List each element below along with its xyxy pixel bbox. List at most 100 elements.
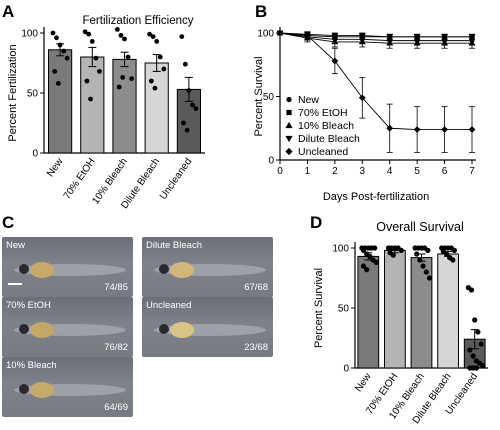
- data-point: [386, 124, 394, 132]
- data-point: [97, 69, 102, 74]
- chart-title: Fertilization Efficiency: [83, 15, 194, 27]
- series-line: [279, 32, 472, 130]
- panel-letter-a: A: [2, 2, 15, 21]
- data-point: [358, 94, 366, 102]
- data-point: [372, 245, 378, 251]
- x-tick-label: Uncleaned: [158, 156, 194, 201]
- data-point: [468, 287, 475, 293]
- data-point: [470, 353, 476, 359]
- data-point: [122, 36, 127, 42]
- legend-label: New: [298, 94, 319, 106]
- data-point: [193, 106, 199, 111]
- data-point: [57, 42, 63, 48]
- data-point: [331, 33, 339, 39]
- x-tick-label: 70% EtOH: [62, 156, 98, 201]
- data-point: [120, 75, 126, 80]
- x-tick-label: 3: [360, 166, 366, 177]
- series-line: [279, 32, 472, 38]
- y-axis-label: Percent Fertilization: [7, 44, 19, 141]
- x-tick-label: 5: [414, 166, 420, 177]
- data-point: [152, 85, 158, 91]
- data-point: [186, 88, 192, 93]
- image-tile-uncleaned: Uncleaned 23/68: [142, 297, 273, 357]
- legend-label: Dilute Bleach: [298, 133, 360, 145]
- data-point: [304, 32, 311, 39]
- data-point: [154, 39, 160, 44]
- data-point: [86, 31, 92, 37]
- data-point: [358, 33, 366, 39]
- image-count: 64/69: [104, 402, 128, 413]
- error-bar: [88, 46, 97, 68]
- scale-bar: [8, 283, 22, 285]
- data-point: [467, 347, 473, 353]
- bar: [144, 62, 169, 154]
- data-point: [184, 127, 190, 133]
- series-2: [276, 29, 476, 49]
- series-line: [279, 32, 472, 44]
- data-point: [473, 365, 479, 371]
- legend-item: 70% EtOH: [286, 107, 348, 119]
- data-point: [468, 126, 476, 133]
- image-label: New: [6, 240, 26, 251]
- data-point: [414, 251, 420, 257]
- larva-image: [154, 262, 266, 278]
- x-axis-label: Days Post-fertilization: [323, 191, 429, 203]
- data-point: [331, 57, 339, 65]
- data-point: [285, 147, 293, 156]
- data-point: [93, 55, 99, 61]
- y-tick-label: 50: [338, 304, 350, 315]
- data-point: [472, 317, 478, 323]
- data-point: [413, 39, 421, 46]
- image-tile-new: New 74/85: [2, 237, 133, 297]
- image-tile-10-bleach: 10% Bleach 64/69: [2, 357, 133, 417]
- data-point: [50, 30, 56, 36]
- y-tick-label: 0: [268, 156, 274, 167]
- bar: [384, 249, 406, 369]
- data-point: [373, 259, 379, 265]
- panel-letter-d: D: [310, 213, 323, 232]
- data-point: [398, 247, 404, 253]
- data-point: [413, 34, 421, 41]
- y-tick-label: 100: [257, 29, 274, 40]
- y-tick-label: 100: [21, 29, 38, 40]
- data-point: [386, 34, 394, 41]
- data-point: [441, 34, 448, 41]
- data-point: [179, 34, 185, 39]
- data-point: [420, 263, 426, 269]
- image-tile-70-etoh: 70% EtOH 76/82: [2, 297, 133, 357]
- data-point: [161, 66, 167, 72]
- x-tick-label: 4: [387, 166, 393, 177]
- y-tick-label: 50: [27, 89, 39, 100]
- image-label: Uncleaned: [146, 300, 192, 311]
- larva-image: [14, 382, 126, 398]
- legend-label: 70% EtOH: [298, 107, 348, 119]
- larva-image: [14, 262, 126, 278]
- error-bar: [120, 51, 129, 68]
- data-point: [55, 81, 61, 86]
- x-tick-label: 0: [277, 166, 283, 177]
- data-point: [82, 29, 88, 35]
- data-point: [480, 363, 486, 369]
- data-point: [426, 275, 433, 281]
- image-label: 70% EtOH: [6, 300, 51, 311]
- legend-item: New: [286, 94, 319, 106]
- data-point: [285, 135, 293, 143]
- data-point: [425, 247, 431, 253]
- data-point: [84, 78, 90, 84]
- larva-image: [14, 322, 126, 338]
- data-point: [118, 33, 124, 38]
- data-point: [331, 38, 339, 45]
- x-tick-label: 6: [442, 166, 448, 177]
- panel-letter-c: C: [2, 213, 15, 232]
- data-point: [360, 247, 367, 253]
- data-point: [441, 39, 448, 46]
- data-point: [468, 39, 476, 46]
- image-label: Dilute Bleach: [146, 240, 202, 251]
- data-point: [114, 27, 120, 32]
- data-point: [450, 257, 456, 263]
- data-point: [148, 78, 154, 84]
- data-point: [88, 96, 93, 102]
- series-line: [279, 32, 472, 42]
- data-point: [129, 76, 135, 81]
